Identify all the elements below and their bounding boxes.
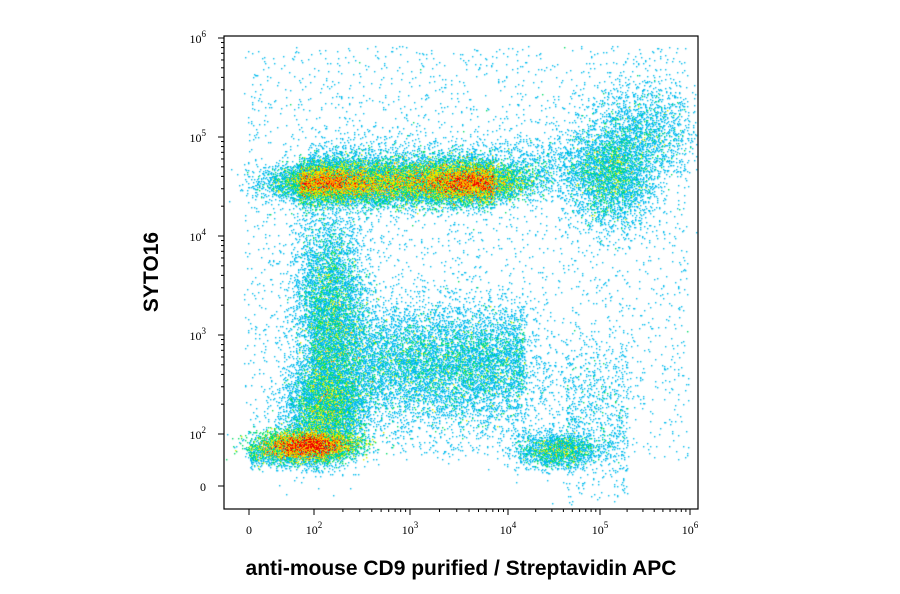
x-tick-label: 103 xyxy=(402,520,419,537)
x-axis: 0 102 103 104 105 106 xyxy=(246,509,699,537)
x-tick-label: 0 xyxy=(246,523,252,537)
y-axis: 0 102 103 104 105 106 xyxy=(190,29,224,494)
y-tick-label: 105 xyxy=(190,128,207,145)
y-tick-label: 104 xyxy=(190,227,207,244)
plot-frame xyxy=(223,35,699,510)
y-axis-title: SYTO16 xyxy=(140,232,163,312)
x-tick-label: 105 xyxy=(592,520,609,537)
x-tick-label: 104 xyxy=(500,520,517,537)
density-points xyxy=(224,36,698,509)
y-tick-label: 0 xyxy=(200,480,206,494)
y-tick-label: 103 xyxy=(190,326,207,343)
x-tick-label: 102 xyxy=(306,520,323,537)
y-tick-label: 106 xyxy=(190,29,207,46)
x-axis-title: anti-mouse CD9 purified / Streptavidin A… xyxy=(246,557,677,580)
x-tick-label: 106 xyxy=(682,520,699,537)
data-points xyxy=(224,36,698,509)
y-tick-label: 102 xyxy=(190,425,207,442)
